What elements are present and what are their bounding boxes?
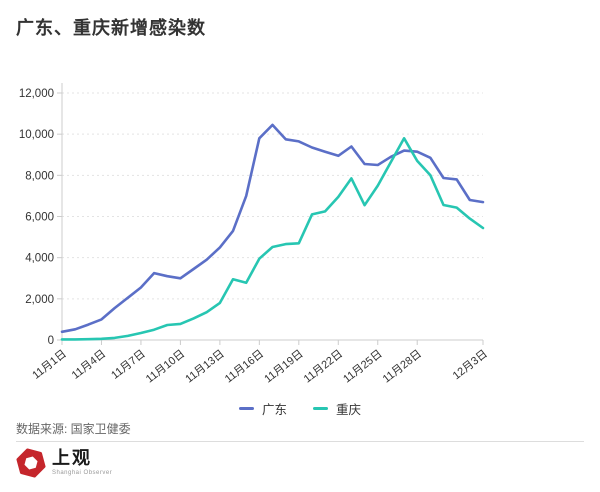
x-axis-label: 11月1日	[30, 348, 69, 382]
y-axis-label: 0	[48, 335, 54, 347]
x-axis-label: 11月13日	[183, 348, 226, 386]
legend-item-guangdong[interactable]: 广东	[238, 399, 287, 418]
y-axis-label: 2,000	[25, 294, 54, 306]
line-chart: 0 2,000 4,000 6,000 8,000 10,000 12,000 11月1日 11…	[0, 56, 600, 396]
y-axis-label: 4,000	[25, 253, 54, 265]
chongqing-line-marker	[313, 406, 328, 410]
series-line-重庆	[60, 137, 485, 341]
x-axis-label: 11月25日	[341, 348, 384, 386]
chart-legend: 广东 重庆	[0, 398, 600, 418]
y-axis-label: 10,000	[19, 129, 54, 141]
logo-inner-hexagon	[24, 456, 38, 470]
footer-divider	[16, 441, 584, 442]
y-axis-label: 6,000	[25, 212, 54, 224]
x-axis-label: 11月16日	[223, 348, 266, 386]
chart-title: 广东、重庆新增感染数	[16, 18, 206, 38]
legend-item-chongqing[interactable]: 重庆	[313, 399, 361, 418]
data-source-note: 数据来源: 国家卫健委	[16, 422, 131, 436]
legend-label-chongqing: 重庆	[336, 402, 362, 417]
x-axis-label: 11月22日	[302, 348, 345, 386]
series-line-广东	[60, 123, 485, 334]
x-axis-label: 11月7日	[109, 348, 148, 382]
y-axis-label: 8,000	[25, 170, 54, 182]
shanghai-observer-logo-icon	[16, 448, 46, 478]
publisher-logo: 上观 Shanghai Observer	[16, 448, 112, 478]
logo-subtitle: Shanghai Observer	[52, 470, 113, 476]
x-axis-label: 12月3日	[451, 348, 490, 382]
logo-title: 上观	[52, 448, 92, 469]
x-axis-label: 11月10日	[144, 348, 187, 386]
y-axis-label: 12,000	[19, 88, 54, 100]
guangdong-line-marker	[238, 406, 254, 410]
x-axis-label: 11月28日	[381, 348, 424, 386]
x-axis-label: 11月19日	[262, 348, 305, 386]
legend-label-guangdong: 广东	[261, 402, 287, 417]
x-axis-label: 11月4日	[70, 348, 109, 382]
